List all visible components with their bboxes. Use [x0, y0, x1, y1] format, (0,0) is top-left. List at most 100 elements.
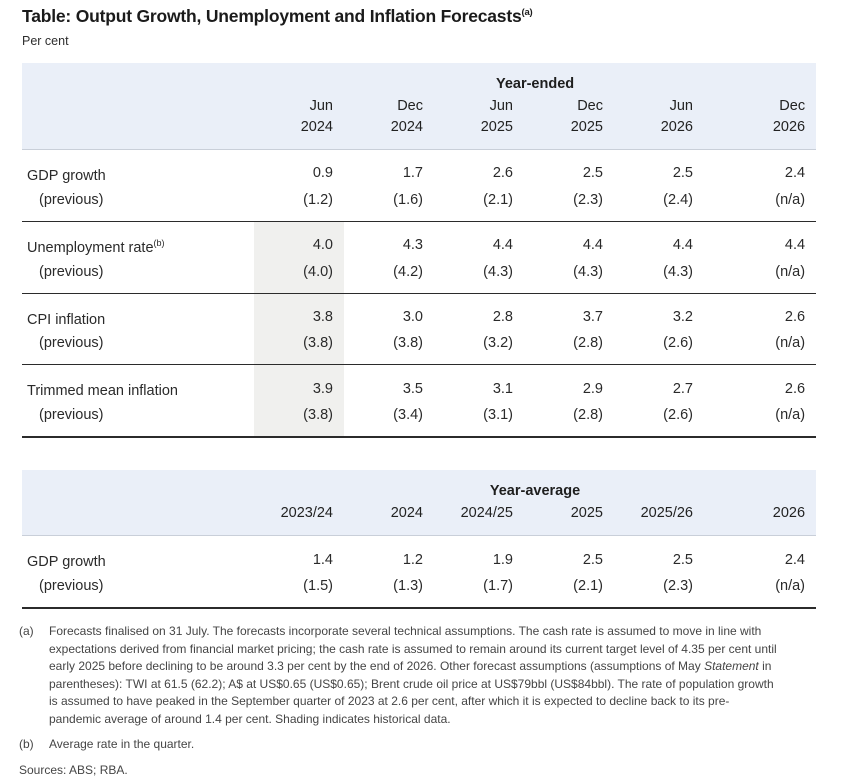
table-row: (previous) (1.2) (1.6) (2.1) (2.3) (2.4) (n/a)	[22, 188, 816, 222]
row-group: GDP growth 1.4 1.2 1.9 2.5 2.5 2.4 (previous) (1…	[22, 536, 816, 608]
column-header: Jun 2026	[614, 96, 704, 150]
column-label: 2026	[772, 505, 806, 522]
previous-value-cell: (3.8)	[254, 331, 344, 365]
column-header: Dec 2024	[344, 96, 434, 150]
row-label-text: CPI inflation	[27, 311, 106, 328]
value-cell: 3.8	[254, 293, 344, 332]
column-label: 2024/25	[460, 505, 513, 522]
column-year-label: 2025	[480, 119, 513, 135]
column-header-row: 2023/24 2024 2024/25 2025 2025/26 2026	[22, 503, 817, 537]
units-label: Per cent	[22, 34, 69, 48]
previous-value-cell: (n/a)	[775, 263, 806, 280]
table-row: (previous) (4.0) (4.2) (4.3) (4.3) (4.3) (n/a)	[22, 259, 816, 294]
value-cell: 0.9	[312, 165, 333, 182]
previous-label: (previous)	[39, 407, 104, 424]
previous-value-cell: (4.0)	[254, 259, 344, 294]
table-row: (previous) (3.8) (3.4) (3.1) (2.8) (2.6) (n/a)	[22, 403, 816, 438]
column-label: 2023/24	[280, 505, 333, 522]
value-cell: 2.9	[582, 380, 603, 397]
column-header: Jun 2024	[254, 96, 344, 150]
previous-label: (previous)	[39, 191, 104, 208]
previous-label: (previous)	[39, 335, 104, 352]
value-cell: 2.6	[784, 309, 806, 326]
previous-value-cell: (1.3)	[393, 578, 423, 595]
previous-value-cell: (3.8)	[393, 335, 423, 352]
row-label-text: Unemployment rate	[27, 239, 154, 256]
column-header: 2023/24	[254, 503, 344, 537]
previous-value-cell: (2.3)	[663, 578, 693, 595]
previous-value-cell: (2.8)	[573, 407, 603, 424]
footnote-a-marker: (a)	[19, 624, 34, 639]
row-label: Unemployment rate(b)	[22, 221, 254, 259]
row-label-text: Trimmed mean inflation	[27, 383, 178, 400]
table-row: CPI inflation 3.8 3.0 2.8 3.7 3.2 2.6	[22, 293, 816, 332]
previous-value-cell: (2.1)	[483, 191, 513, 208]
footnote-b: (b) Average rate in the quarter.	[19, 736, 785, 754]
footnote-a-text-part1: Forecasts finalised on 31 July. The fore…	[49, 624, 777, 674]
value-cell: 4.0	[254, 221, 344, 260]
previous-value-cell: (n/a)	[775, 578, 806, 595]
column-month-label: Jun	[669, 98, 693, 114]
value-cell: 1.9	[492, 551, 513, 568]
column-header: 2024/25	[434, 503, 524, 537]
value-cell: 3.7	[582, 309, 603, 326]
footnotes-section: (a) Forecasts finalised on 31 July. The …	[19, 623, 785, 779]
header-corner	[22, 96, 254, 150]
previous-value-cell: (2.1)	[573, 578, 603, 595]
page-title: Table: Output Growth, Unemployment and I…	[22, 6, 816, 27]
row-group: Trimmed mean inflation 3.9 3.5 3.1 2.9 2.7 2.6…	[22, 364, 817, 438]
table-row: GDP growth 0.9 1.7 2.6 2.5 2.5 2.4	[22, 150, 816, 188]
previous-value-cell: (2.6)	[663, 335, 693, 352]
value-cell: 1.4	[312, 551, 333, 568]
column-month-label: Jun	[309, 98, 333, 114]
sources-line: Sources: ABS; RBA.	[19, 762, 128, 777]
footnote-b-text: Average rate in the quarter.	[49, 737, 195, 752]
table-row: GDP growth 1.4 1.2 1.9 2.5 2.5 2.4	[22, 536, 816, 574]
column-header: Jun 2025	[434, 96, 524, 150]
forecast-table-page: Table: Output Growth, Unemployment and I…	[19, 6, 817, 779]
previous-value-cell: (n/a)	[775, 191, 806, 208]
row-group: GDP growth 0.9 1.7 2.6 2.5 2.5 2.4 (previous) (1…	[22, 150, 816, 222]
value-cell: 4.4	[784, 237, 806, 254]
column-header: 2024	[344, 503, 434, 537]
column-header: 2026	[704, 503, 817, 537]
previous-label: (previous)	[39, 578, 104, 595]
value-cell: 2.8	[492, 309, 513, 326]
table-header: Year-ended Jun 2024 Dec 2024 Jun 2025 Dec 2025 Ju…	[22, 63, 817, 150]
previous-value-cell: (2.8)	[573, 335, 603, 352]
value-cell: 2.7	[672, 380, 693, 397]
value-cell: 3.5	[402, 380, 423, 397]
value-cell: 2.4	[784, 551, 806, 568]
column-year-label: 2024	[390, 119, 423, 135]
value-cell: 2.5	[582, 165, 603, 182]
column-header: 2025/26	[614, 503, 704, 537]
previous-value-cell: (2.6)	[663, 407, 693, 424]
previous-value-cell: (3.2)	[483, 335, 513, 352]
row-group: CPI inflation 3.8 3.0 2.8 3.7 3.2 2.6 (previous…	[22, 293, 817, 365]
value-cell: 2.5	[582, 551, 603, 568]
value-cell: 2.5	[672, 551, 693, 568]
period-group-header: Year-average	[254, 470, 817, 504]
previous-value-cell: (4.3)	[483, 263, 513, 280]
header-corner	[22, 63, 254, 96]
footnote-a: (a) Forecasts finalised on 31 July. The …	[19, 623, 785, 728]
value-cell: 1.7	[402, 165, 423, 182]
value-cell: 4.4	[582, 237, 603, 254]
column-year-label: 2024	[300, 119, 333, 135]
column-month-label: Dec	[779, 98, 806, 114]
table-row: Unemployment rate(b) 4.0 4.3 4.4 4.4 4.4 4.4	[22, 221, 816, 260]
column-year-label: 2026	[660, 119, 693, 135]
table-row: (previous) (1.5) (1.3) (1.7) (2.1) (2.3) (n/a)	[22, 574, 816, 608]
table-row: (previous) (3.8) (3.8) (3.2) (2.8) (2.6) (n/a)	[22, 331, 816, 365]
value-cell: 2.5	[672, 165, 693, 182]
column-label: 2025/26	[640, 505, 693, 522]
title-footnote-marker: (a)	[521, 7, 533, 19]
row-label-superscript: (b)	[153, 237, 165, 248]
table-row: Trimmed mean inflation 3.9 3.5 3.1 2.9 2.7 2.6	[22, 364, 816, 404]
value-cell: 3.1	[492, 380, 513, 397]
footnote-a-text: Forecasts finalised on 31 July. The fore…	[49, 623, 780, 728]
value-cell: 3.9	[254, 364, 344, 404]
row-label-text: GDP growth	[27, 554, 106, 571]
previous-value-cell: (1.6)	[393, 191, 423, 208]
previous-value-cell: (4.3)	[663, 263, 693, 280]
